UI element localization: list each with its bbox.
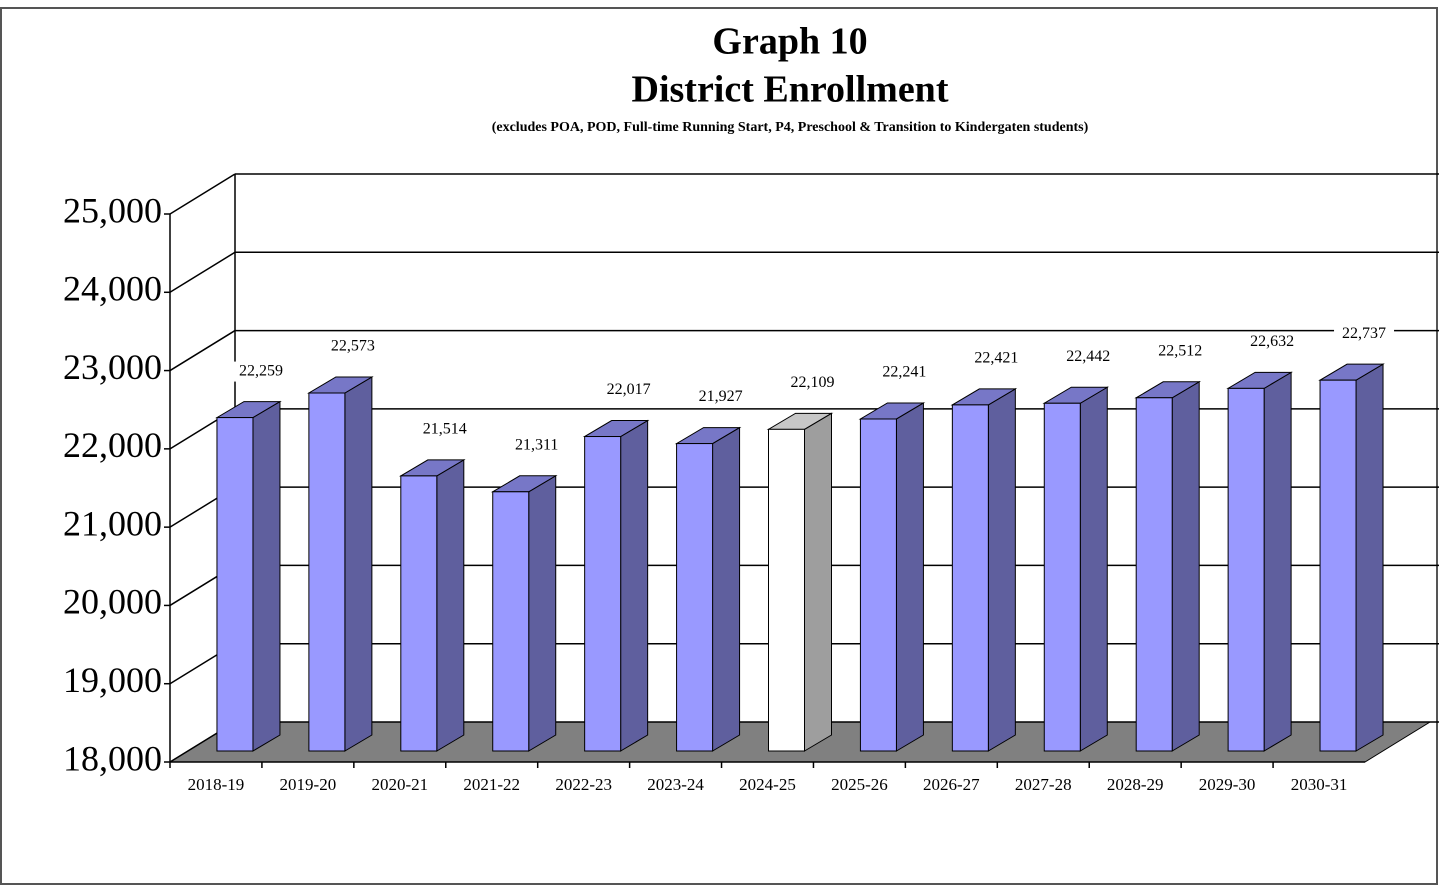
x-tick-label: 2030-31	[1291, 775, 1348, 794]
x-tick-label: 2027-28	[1015, 775, 1072, 794]
x-tick-label: 2026-27	[923, 775, 980, 794]
label-bg	[782, 373, 843, 394]
label-bg	[1150, 341, 1211, 362]
y-tick-label: 20,000	[63, 582, 162, 622]
data-label: 22,512	[1158, 342, 1202, 359]
y-tick-label: 23,000	[63, 347, 162, 387]
x-tick-label: 2025-26	[831, 775, 888, 794]
label-bg	[1334, 324, 1395, 345]
bar-side	[620, 419, 649, 752]
bar	[584, 436, 622, 752]
bar-side	[1079, 386, 1108, 752]
label-bg	[322, 336, 383, 357]
grid-line	[169, 329, 236, 372]
y-tick-label: 22,000	[63, 425, 162, 465]
label-bg	[966, 348, 1027, 369]
bar-side	[436, 459, 465, 752]
label-bg	[1058, 347, 1119, 368]
chart-title: Graph 10	[712, 21, 867, 63]
bar-side	[712, 426, 741, 752]
bar	[951, 404, 989, 752]
data-label: 22,421	[974, 350, 1018, 367]
bar	[859, 418, 897, 752]
data-label: 22,109	[791, 374, 835, 391]
x-tick-label: 2022-23	[555, 775, 612, 794]
bar-side	[528, 474, 557, 752]
bar	[768, 428, 805, 752]
data-label: 22,241	[882, 364, 926, 381]
x-tick-label: 2018-19	[188, 775, 245, 794]
label-bg	[414, 419, 475, 440]
data-label: 22,259	[239, 362, 283, 379]
bar	[676, 443, 714, 752]
data-label: 22,632	[1250, 333, 1294, 350]
y-tick-label: 19,000	[63, 660, 162, 700]
x-tick-label: 2028-29	[1107, 775, 1164, 794]
bar-side	[895, 402, 924, 752]
label-bg	[1242, 332, 1303, 353]
y-tick-label: 21,000	[63, 503, 162, 543]
grid-line	[169, 251, 236, 293]
data-label: 22,737	[1342, 325, 1386, 342]
label-bg	[506, 435, 567, 456]
bar-side	[987, 388, 1016, 752]
label-bg	[230, 361, 291, 382]
x-tick-label: 2023-24	[647, 775, 704, 794]
label-bg	[690, 387, 751, 408]
bar-side	[1355, 363, 1384, 752]
x-tick-label: 2024-25	[739, 775, 796, 794]
x-tick-label: 2029-30	[1199, 775, 1256, 794]
y-tick-label: 18,000	[63, 738, 162, 778]
label-bg	[598, 380, 659, 401]
data-label: 21,927	[699, 388, 743, 405]
y-tick-label: 24,000	[63, 269, 162, 309]
data-label: 22,017	[607, 381, 651, 398]
data-label: 21,514	[423, 421, 467, 438]
chart-note: (excludes POA, POD, Full-time Running St…	[492, 120, 1089, 135]
data-label: 22,442	[1066, 348, 1110, 365]
chart-subtitle: District Enrollment	[632, 69, 949, 111]
x-tick-label: 2020-21	[371, 775, 428, 794]
bar-side	[252, 400, 281, 752]
bar-side	[1263, 371, 1292, 752]
bar	[1135, 397, 1173, 752]
bar	[1043, 402, 1081, 752]
bar	[1319, 379, 1357, 752]
bar-side	[344, 376, 373, 752]
data-label: 22,573	[331, 338, 375, 355]
label-bg	[874, 362, 935, 383]
grid-line	[169, 173, 236, 215]
bar-side	[804, 412, 832, 752]
bar	[308, 392, 346, 752]
bar	[400, 475, 438, 752]
bar	[216, 417, 254, 752]
y-tick-label: 25,000	[63, 190, 162, 230]
x-tick-label: 2021-22	[463, 775, 520, 794]
data-label: 21,311	[515, 436, 558, 453]
bar	[1227, 387, 1265, 752]
x-tick-label: 2019-20	[280, 775, 337, 794]
bar-side	[1171, 380, 1200, 752]
bar	[492, 491, 530, 752]
